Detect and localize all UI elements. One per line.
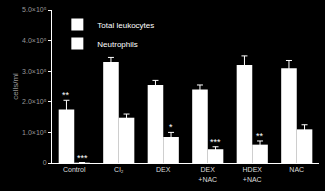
svg-text:***: *** (210, 137, 221, 147)
svg-text:3.0×10⁵: 3.0×10⁵ (22, 68, 47, 75)
svg-text:5.0×10⁵: 5.0×10⁵ (22, 6, 47, 13)
svg-text:Total leukocytes: Total leukocytes (97, 21, 154, 30)
svg-text:DEX+NAC: DEX+NAC (198, 166, 217, 182)
svg-text:HDEX+NAC: HDEX+NAC (243, 166, 263, 182)
svg-text:NAC: NAC (289, 166, 304, 173)
svg-text:cells/ml: cells/ml (11, 73, 20, 100)
svg-text:*: * (169, 122, 173, 132)
svg-text:***: *** (77, 153, 88, 163)
svg-text:2.0×10⁵: 2.0×10⁵ (22, 98, 47, 105)
svg-text:**: ** (62, 90, 70, 100)
svg-text:4.0×10⁵: 4.0×10⁵ (22, 37, 47, 44)
svg-text:0: 0 (43, 159, 47, 166)
svg-text:**: ** (256, 131, 264, 141)
svg-text:1.0×10⁵: 1.0×10⁵ (22, 129, 47, 136)
svg-text:Cl₂: Cl₂ (114, 166, 124, 173)
svg-text:Neutrophils: Neutrophils (97, 40, 137, 49)
svg-text:DEX: DEX (156, 166, 171, 173)
svg-text:Control: Control (63, 166, 86, 173)
